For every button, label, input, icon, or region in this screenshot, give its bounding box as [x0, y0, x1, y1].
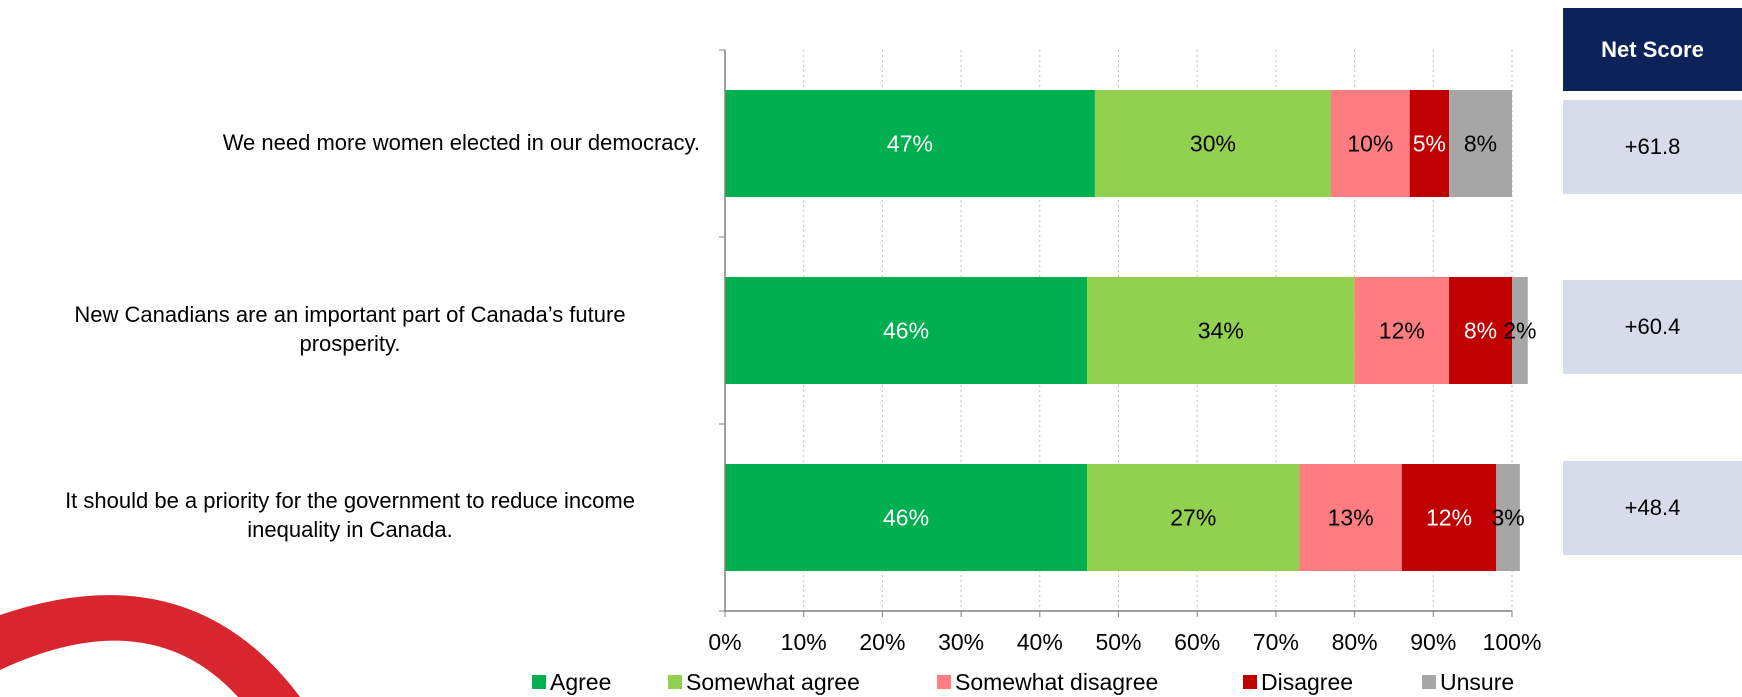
legend-swatch-disagree [1243, 675, 1257, 689]
legend-swatch-somewhat-agree [668, 675, 682, 689]
bar-1-somewhat-agree [1087, 277, 1355, 384]
data-label-2-0: 46% [883, 505, 929, 531]
bar-0-disagree [1409, 90, 1450, 197]
x-tick-label-2: 20% [859, 629, 905, 655]
x-tick-label-10: 100% [1483, 629, 1542, 655]
x-tick-label-1: 10% [781, 629, 827, 655]
x-tick-label-4: 40% [1017, 629, 1063, 655]
x-tick-label-5: 50% [1095, 629, 1141, 655]
data-label-1-2: 12% [1379, 318, 1425, 344]
net-score-value-1: +60.4 [1563, 280, 1742, 374]
net-score-header: Net Score [1563, 8, 1742, 91]
data-label-2-1: 27% [1170, 505, 1216, 531]
data-label-2-3: 12% [1426, 505, 1472, 531]
x-tick-label-9: 90% [1410, 629, 1456, 655]
data-label-0-2: 10% [1347, 131, 1393, 157]
legend: Agree Somewhat agree Somewhat disagree Disa… [532, 669, 1514, 695]
legend-swatch-somewhat-disagree [937, 675, 951, 689]
legend-label-somewhat-agree: Somewhat agree [686, 669, 860, 695]
data-label-1-0: 46% [883, 318, 929, 344]
x-tick-label-7: 70% [1253, 629, 1299, 655]
net-score-value-2: +48.4 [1563, 461, 1742, 555]
legend-label-disagree: Disagree [1261, 669, 1353, 695]
category-label-0: We need more women elected in our democr… [0, 128, 700, 157]
category-label-0-line-0: We need more women elected in our democr… [222, 130, 700, 155]
category-label-1-line-1: prosperity. [299, 331, 401, 356]
data-label-1-3: 8% [1464, 318, 1497, 344]
data-label-0-0: 47% [887, 131, 933, 157]
category-label-2-line-1: inequality in Canada. [247, 517, 453, 542]
bar-0-unsure [1449, 90, 1512, 197]
category-label-2-line-0: It should be a priority for the governme… [65, 488, 635, 513]
bar-0-somewhat-disagree [1330, 90, 1410, 197]
category-label-1: New Canadians are an important part of C… [0, 300, 700, 358]
x-axis: 0% 10% 20% 30% 40% 50% 60% 70% 80% 90% 100% [708, 49, 1542, 655]
data-label-1-4: 2% [1503, 318, 1536, 344]
legend-swatch-agree [532, 675, 546, 689]
bar-2-agree [725, 464, 1088, 571]
net-score-value-0: +61.8 [1563, 100, 1742, 194]
data-label-2-2: 13% [1328, 505, 1374, 531]
bar-2-unsure [1496, 464, 1520, 571]
bar-1-somewhat-disagree [1354, 277, 1450, 384]
bar-1-disagree [1449, 277, 1512, 384]
bar-0-somewhat-agree [1094, 90, 1331, 197]
data-label-1-1: 34% [1198, 318, 1244, 344]
logo-arc-icon [0, 595, 300, 697]
x-tick-label-0: 0% [708, 629, 741, 655]
bar-2-disagree [1401, 464, 1497, 571]
category-label-1-line-0: New Canadians are an important part of C… [74, 302, 626, 327]
data-label-0-4: 8% [1464, 131, 1497, 157]
data-label-2-4: 3% [1491, 505, 1524, 531]
category-label-2: It should be a priority for the governme… [0, 486, 700, 544]
x-tick-label-6: 60% [1174, 629, 1220, 655]
legend-swatch-unsure [1422, 675, 1436, 689]
x-tick-label-3: 30% [938, 629, 984, 655]
x-tick-label-8: 80% [1332, 629, 1378, 655]
data-label-0-3: 5% [1413, 131, 1446, 157]
bar-2-somewhat-disagree [1299, 464, 1402, 571]
legend-label-somewhat-disagree: Somewhat disagree [955, 669, 1158, 695]
legend-label-agree: Agree [550, 669, 611, 695]
data-label-0-1: 30% [1190, 131, 1236, 157]
bar-1-unsure [1512, 277, 1528, 384]
bar-0-agree [725, 90, 1095, 197]
bar-1-agree [725, 277, 1088, 384]
legend-label-unsure: Unsure [1440, 669, 1514, 695]
bars: 47% 30% 10% 5% 8%46% 34% 12% 8% 2%46% 27% 13% 12% 3% [725, 90, 1536, 571]
bar-2-somewhat-agree [1087, 464, 1300, 571]
